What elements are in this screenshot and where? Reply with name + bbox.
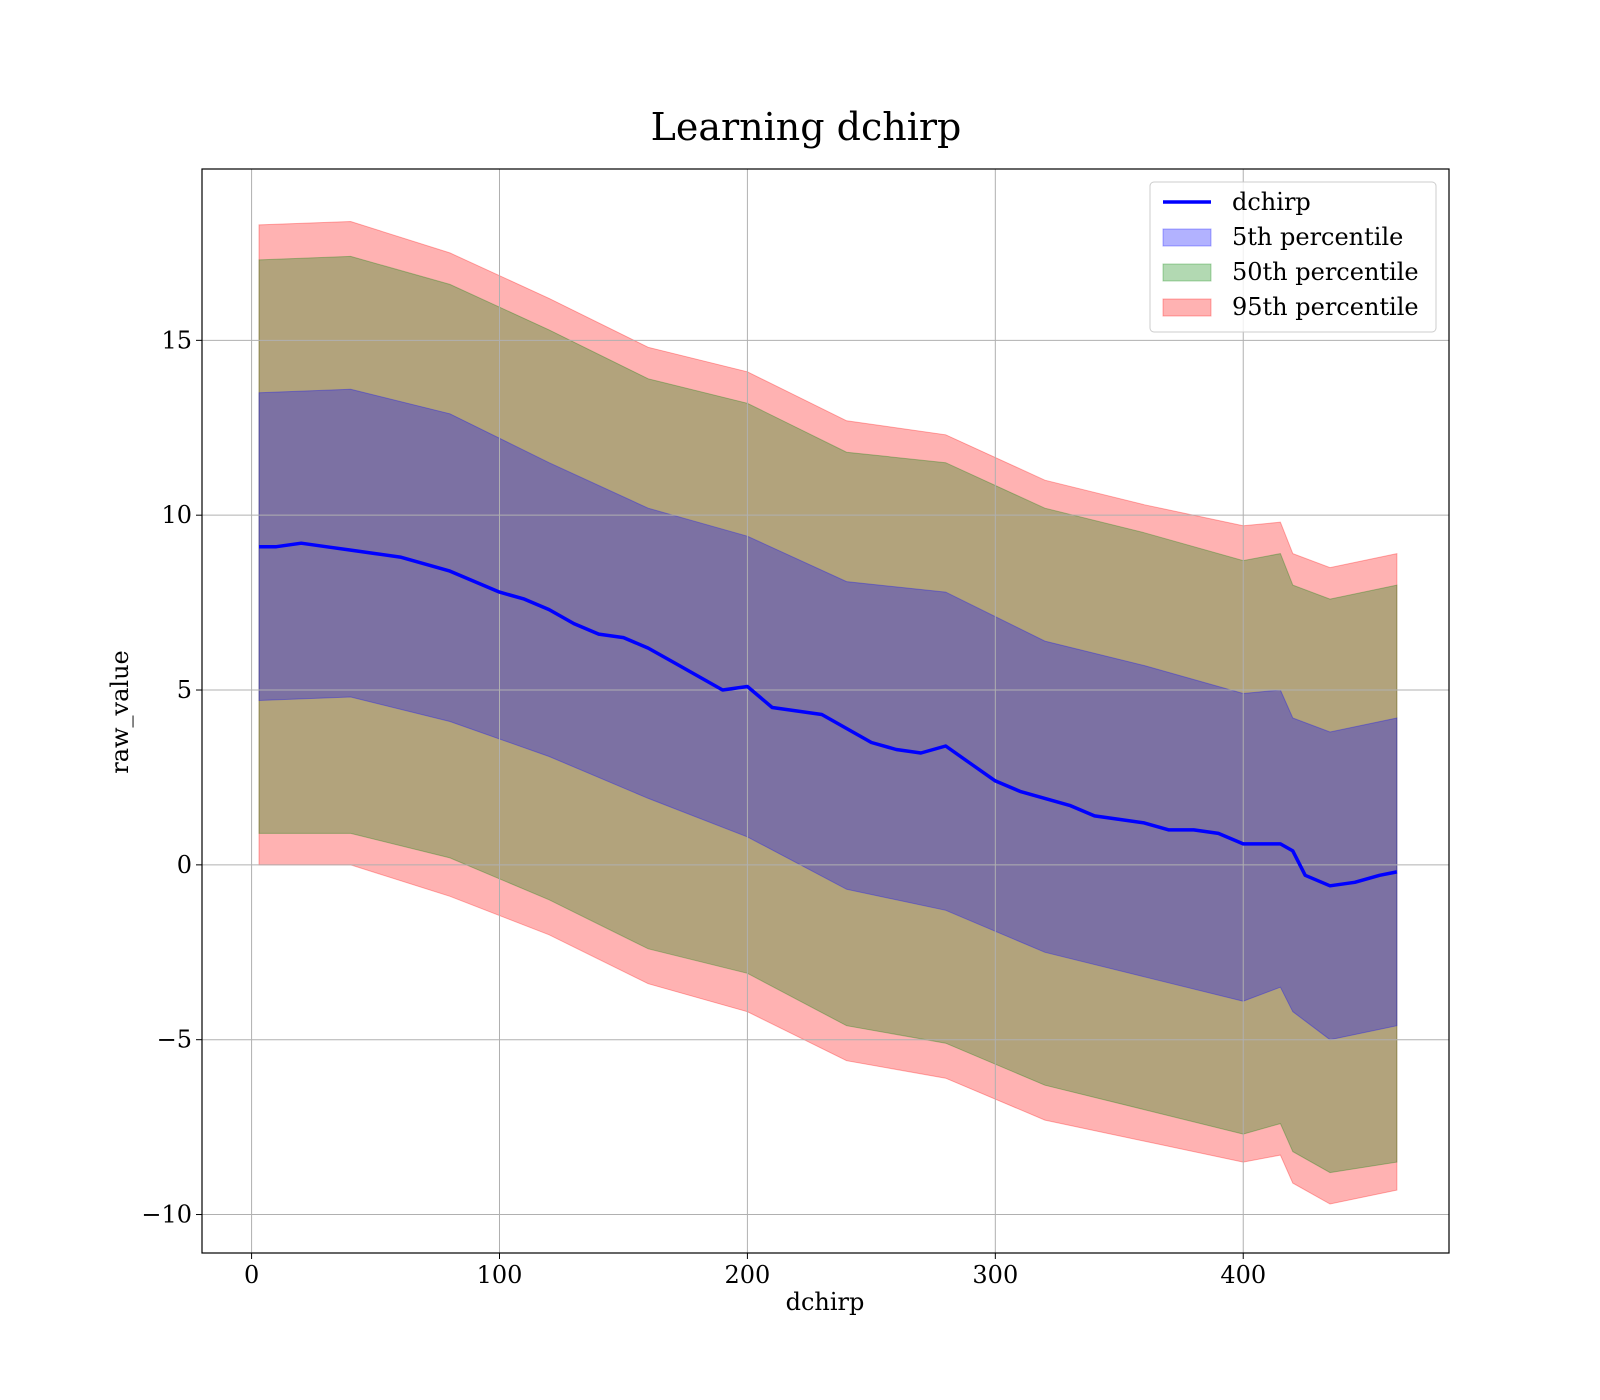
x-tick-label-0: 0: [244, 1261, 259, 1289]
y-tick-label-4: 10: [161, 501, 192, 529]
legend-swatch-band-1: [1162, 263, 1212, 282]
legend-frame: [1149, 181, 1437, 333]
legend-label-band-1: 50th percentile: [1232, 258, 1419, 286]
legend-label-band-0: 5th percentile: [1232, 223, 1403, 251]
plot-frame: [201, 168, 1450, 1254]
x-axis-label: dchirp: [786, 1288, 865, 1316]
chart-title: Learning dchirp: [651, 105, 962, 149]
x-tick-label-4: 400: [1220, 1261, 1266, 1289]
y-axis-label: raw_value: [106, 650, 134, 774]
legend-label-band-2: 95th percentile: [1232, 293, 1419, 321]
legend-swatch-band-0: [1162, 228, 1212, 247]
y-tick-label-3: 5: [177, 676, 192, 704]
y-tick-label-5: 15: [161, 326, 192, 354]
legend: dchirp 5th percentile 50th percentile 95th …: [1149, 181, 1437, 333]
x-tick-label-1: 100: [477, 1261, 523, 1289]
y-tick-label-0: −10: [141, 1201, 192, 1229]
x-tick-label-2: 200: [725, 1261, 771, 1289]
y-tick-label-2: 0: [177, 851, 192, 879]
legend-label-dchirp: dchirp: [1232, 188, 1311, 216]
x-tick-label-3: 300: [972, 1261, 1018, 1289]
legend-swatch-band-2: [1162, 298, 1212, 317]
series-line-dchirp: [259, 541, 1398, 888]
y-tick-label-1: −5: [157, 1026, 192, 1054]
